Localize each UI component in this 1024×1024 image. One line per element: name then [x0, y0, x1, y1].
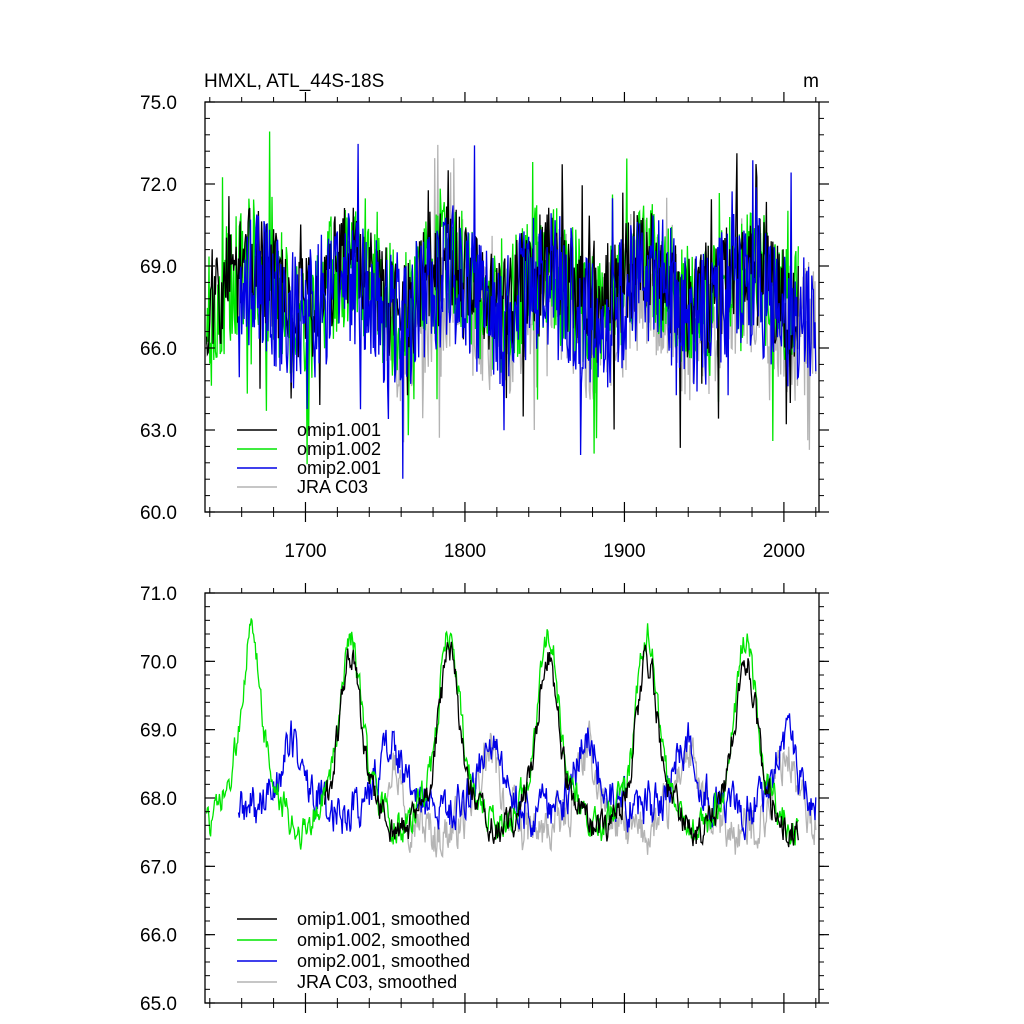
top-ytick-label: 63.0 — [140, 421, 177, 442]
bottom-legend-label: omip2.001, smoothed — [297, 951, 470, 971]
bottom-legend-label: JRA C03, smoothed — [297, 972, 457, 992]
top-ytick-label: 60.0 — [140, 503, 177, 524]
bottom-ytick-label: 70.0 — [140, 652, 177, 673]
bottom-ytick-label: 67.0 — [140, 857, 177, 878]
top-legend-label: omip2.001 — [297, 458, 381, 478]
top-xtick-label: 1700 — [284, 541, 326, 562]
top-xtick-label: 1800 — [444, 541, 486, 562]
top-legend-label: JRA C03 — [297, 477, 368, 497]
top-plot-frame — [204, 101, 820, 513]
bottom-ytick-label: 68.0 — [140, 789, 177, 810]
bottom-series-omip2-001-smoothed — [237, 713, 817, 841]
top-series-omip1-001 — [205, 153, 799, 448]
top-panel: HMXL, ATL_44S-18S m 60.0 63.0 66.0 69.0 72.0… — [140, 71, 829, 562]
bottom-series-lines — [205, 618, 817, 859]
top-x-axis: 1700 1800 1900 2000 — [209, 92, 817, 562]
bottom-legend-label: omip1.001, smoothed — [297, 909, 470, 929]
top-units: m — [803, 71, 819, 92]
top-legend-label: omip1.001 — [297, 420, 381, 440]
bottom-ytick-label: 66.0 — [140, 926, 177, 947]
top-ytick-label: 72.0 — [140, 175, 177, 196]
top-y-axis: 60.0 63.0 66.0 69.0 72.0 75.0 — [140, 93, 829, 524]
bottom-ytick-label: 65.0 — [140, 994, 177, 1015]
top-title: HMXL, ATL_44S-18S — [204, 71, 384, 92]
top-xtick-label: 1900 — [603, 541, 645, 562]
bottom-series-omip1-001-smoothed — [323, 641, 799, 848]
bottom-x-axis — [209, 583, 817, 1013]
top-legend-label: omip1.002 — [297, 439, 381, 459]
bottom-legend-label: omip1.002, smoothed — [297, 930, 470, 950]
top-series-omip2-001 — [237, 143, 817, 479]
bottom-panel: 65.0 66.0 67.0 68.0 69.0 70.0 71.0 omip1.001, … — [140, 583, 829, 1015]
top-ytick-label: 75.0 — [140, 93, 177, 114]
bottom-ytick-label: 71.0 — [140, 584, 177, 605]
top-series-lines — [205, 131, 817, 479]
top-ytick-label: 69.0 — [140, 257, 177, 278]
top-xtick-label: 2000 — [763, 541, 805, 562]
bottom-ytick-label: 69.0 — [140, 721, 177, 742]
top-ytick-label: 66.0 — [140, 339, 177, 360]
